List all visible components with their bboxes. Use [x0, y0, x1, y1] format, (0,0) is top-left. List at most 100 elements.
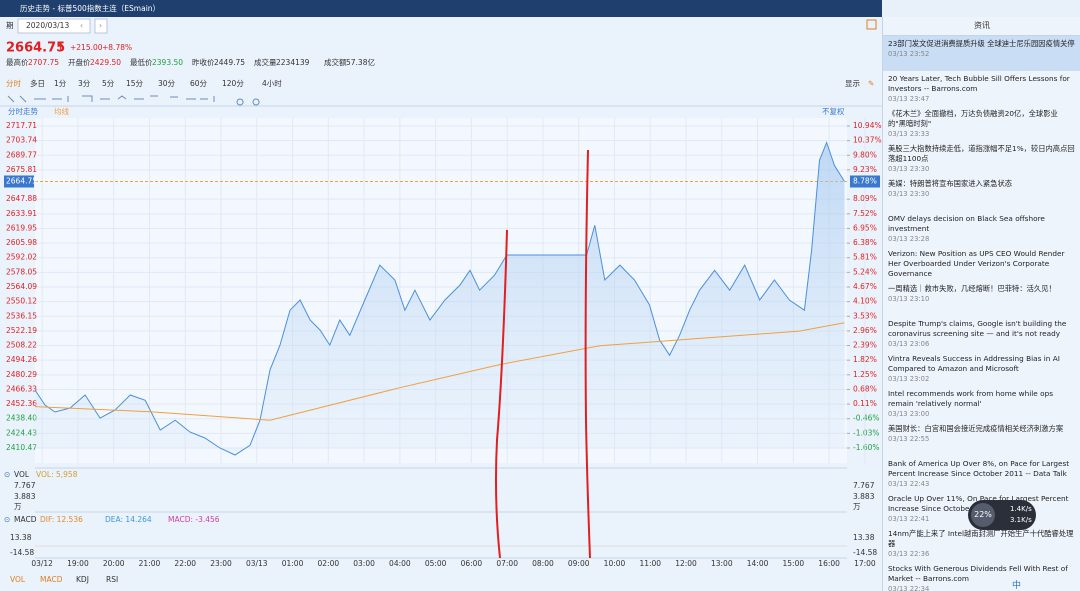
x-tick-label: 03/13: [246, 559, 268, 568]
news-item[interactable]: Oracle Up Over 11%, On Pace for Largest …: [883, 491, 1080, 526]
y-tick-label: 2647.88: [6, 194, 37, 203]
y-tick-label: 2717.71: [6, 121, 37, 130]
legend-entry[interactable]: 分时走势: [8, 106, 38, 116]
news-headline: 美国财长：白宫和国会接近完成疫情相关经济刺激方案: [888, 424, 1064, 433]
annotation-stroke: [584, 149, 591, 559]
news-item[interactable]: 美媒：特朗普将宣布国家进入紧急状态 03/13 23:30: [883, 176, 1080, 211]
news-item[interactable]: 20 Years Later, Tech Bubble Sill Offers …: [883, 71, 1080, 106]
current-pct-box: [850, 175, 880, 188]
plot: 2717.71 2703.74 2689.77 2675.81 2647.88 2633.…: [4, 118, 882, 568]
x-tick-label: 23:00: [210, 559, 232, 568]
news-item[interactable]: 美股三大指数持续走低，道指涨幅不足1%，较日内高点回落超1100点 03/13 2…: [883, 141, 1080, 176]
news-item[interactable]: 23部门发文促进消费提质升级 全球迪士尼乐园因疫情关停 03/13 23:52: [883, 36, 1080, 71]
draw-tools: [7, 95, 260, 106]
news-headline: Despite Trump's claims, Google isn't bui…: [888, 319, 1067, 338]
indicator-tab[interactable]: MACD: [40, 575, 63, 584]
news-item[interactable]: Vintra Reveals Success in Addressing Bia…: [883, 351, 1080, 386]
adjust-label[interactable]: 不复权: [822, 106, 845, 116]
x-tick-label: 03/12: [31, 559, 53, 568]
stat-label: 开盘价: [68, 57, 91, 67]
period-tab[interactable]: 多日: [30, 78, 45, 88]
period-tab[interactable]: 分时: [6, 78, 21, 88]
vol-toggle[interactable]: ⊙: [4, 470, 10, 479]
indicator-tab[interactable]: VOL: [10, 575, 26, 584]
period-tab[interactable]: 30分: [158, 79, 176, 88]
news-panel: 资讯 23部门发文促进消费提质升级 全球迪士尼乐园因疫情关停 03/13 23:5…: [882, 17, 1080, 591]
news-title: 资讯: [883, 17, 1080, 36]
macd-tick-label: 13.38: [10, 533, 32, 542]
up-arrow: ↑: [56, 41, 65, 54]
y-tick-label: 2605.98: [6, 238, 37, 247]
news-time: 03/13 22:43: [888, 480, 930, 488]
period-tab[interactable]: 60分: [190, 79, 208, 88]
display-button[interactable]: 显示: [845, 79, 860, 88]
news-item[interactable]: 美国财长：白宫和国会接近完成疫情相关经济刺激方案 03/13 22:55: [883, 421, 1080, 456]
period-tab[interactable]: 5分: [102, 79, 115, 88]
news-item[interactable]: OMV delays decision on Black Sea offshor…: [883, 211, 1080, 246]
stat-label: 昨收价: [192, 57, 215, 67]
indicator-tab[interactable]: RSI: [106, 575, 118, 584]
y-tick-label: 2578.05: [6, 267, 37, 276]
x-tick-label: 14:00: [747, 559, 769, 568]
macd-reading: MACD: -3.456: [168, 515, 220, 524]
y-tick-label: 2438.40: [6, 414, 37, 423]
y-tick-label: 2592.02: [6, 253, 37, 262]
y-tick-label: 2536.15: [6, 311, 37, 320]
news-item[interactable]: 一周精选｜救市失败，几经熔断！巴菲特：活久见！ 03/13 23:10: [883, 281, 1080, 316]
news-time: 03/13 23:02: [888, 375, 930, 383]
vol-tick-label: 3.883: [853, 492, 875, 501]
period-tab[interactable]: 1分: [54, 79, 67, 88]
indicator-tab[interactable]: KDJ: [76, 575, 89, 584]
period-tab[interactable]: 3分: [78, 79, 91, 88]
period-tab[interactable]: 4小时: [262, 78, 282, 88]
x-tick-label: 05:00: [425, 559, 447, 568]
period-tab[interactable]: 15分: [126, 79, 144, 88]
toggle-news[interactable]: [866, 19, 877, 30]
y-tick-label: 2480.29: [6, 370, 37, 379]
news-item[interactable]: Despite Trump's claims, Google isn't bui…: [883, 316, 1080, 351]
edit-icon[interactable]: ✎: [868, 79, 874, 88]
date-box[interactable]: [17, 18, 91, 34]
price-area: [35, 142, 845, 455]
x-tick-label: 16:00: [818, 559, 840, 568]
y-tick-label: 2424.43: [6, 428, 37, 437]
legend-entry[interactable]: 均线: [54, 106, 69, 116]
news-item[interactable]: Stocks With Generous Dividends Fell With…: [883, 561, 1080, 591]
macd-tick-label: -14.58: [10, 548, 34, 557]
next-date[interactable]: [94, 18, 108, 34]
x-tick-label: 07:00: [496, 559, 518, 568]
x-tick-label: 04:00: [389, 559, 411, 568]
news-item[interactable]: Bank of America Up Over 8%, on Pace for …: [883, 456, 1080, 491]
vol-tick-label: 3.883: [14, 492, 36, 501]
y2-tick-label: 10.94%: [853, 121, 882, 130]
news-headline: 23部门发文促进消费提质升级 全球迪士尼乐园因疫情关停: [888, 39, 1075, 48]
news-item[interactable]: Intel recommends work from home while op…: [883, 386, 1080, 421]
stat-value: 2707.75: [28, 58, 59, 67]
news-time: 03/13 23:52: [888, 50, 930, 58]
news-item[interactable]: 14nm产能上来了 Intel越南封测厂开始生产十代酷睿处理器 03/13 22:…: [883, 526, 1080, 561]
y-tick-label: 2703.74: [6, 136, 37, 145]
news-time: 03/13 23:23: [888, 279, 1075, 281]
tool-icons[interactable]: [7, 95, 260, 106]
news-time: 03/13 23:30: [888, 190, 930, 198]
news-headline: 14nm产能上来了 Intel越南封测厂开始生产十代酷睿处理器: [888, 529, 1074, 548]
news-time: 03/13 23:00: [888, 410, 930, 418]
dif: DIF: 12.536: [40, 515, 83, 524]
ime[interactable]: 中: [1012, 581, 1022, 591]
news-item[interactable]: Verizon: New Position as UPS CEO Would R…: [883, 246, 1080, 281]
x-tick-label: 06:00: [461, 559, 483, 568]
macd-toggle[interactable]: ⊙: [4, 515, 10, 524]
stat-label: 成交量: [254, 57, 277, 67]
stat-value: 57.38亿: [346, 57, 375, 67]
news-headline: 《花木兰》全面撤档，万达负债融资20亿，全球影业的"黑暗时刻": [888, 109, 1058, 128]
news-item[interactable]: 《花木兰》全面撤档，万达负债融资20亿，全球影业的"黑暗时刻" 03/13 23:…: [883, 106, 1080, 141]
change-pct: +8.78%: [102, 43, 132, 52]
y2-tick-label: -1.03%: [853, 428, 880, 437]
vol-title: VOL: [14, 470, 30, 479]
x-tick-label: 13:00: [711, 559, 733, 568]
prev-date[interactable]: ‹: [80, 21, 83, 30]
news-list: 23部门发文促进消费提质升级 全球迪士尼乐园因疫情关停 03/13 23:52 20…: [883, 36, 1080, 591]
y-tick-label: 2410.47: [6, 443, 37, 452]
period-tab[interactable]: 120分: [222, 79, 244, 88]
